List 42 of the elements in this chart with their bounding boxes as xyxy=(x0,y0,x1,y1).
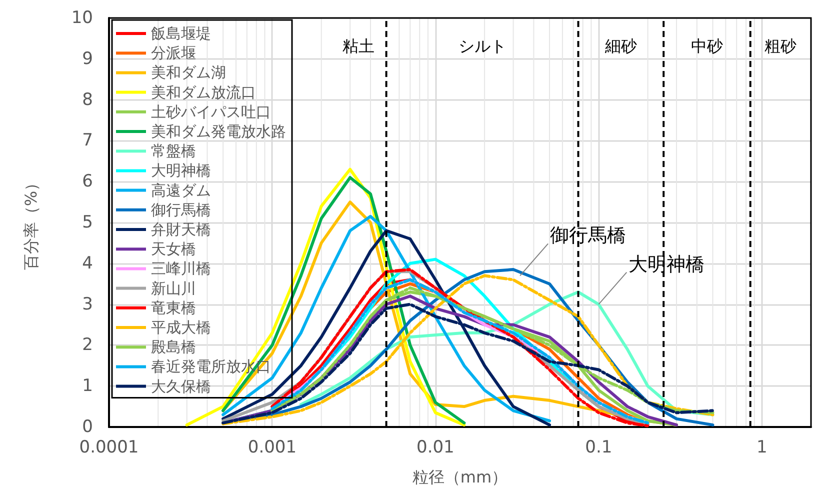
x-tick-label: 1 xyxy=(756,438,768,458)
legend-label: 美和ダム発電放水路 xyxy=(151,122,286,140)
legend-label: 美和ダム放流口 xyxy=(151,83,256,102)
y-tick-label: 3 xyxy=(82,294,93,314)
legend-label: 分派堰 xyxy=(151,44,196,62)
x-tick-label: 0.0001 xyxy=(79,438,139,458)
y-tick-label: 7 xyxy=(82,130,93,151)
legend-label: 殿島橋 xyxy=(151,338,196,356)
x-axis-title: 粒径（mm） xyxy=(412,468,508,486)
y-tick-label: 4 xyxy=(82,253,93,274)
legend-label: 竜東橋 xyxy=(151,298,196,317)
legend-label: 飯島堰堤 xyxy=(151,24,211,42)
x-tick-label: 0.1 xyxy=(585,438,612,458)
legend-label: 常盤橋 xyxy=(151,142,196,160)
y-tick-label: 8 xyxy=(82,90,93,110)
legend-label: 大明神橋 xyxy=(151,162,211,180)
y-tick-label: 9 xyxy=(82,48,93,69)
annotation: 御行馬橋 xyxy=(550,224,626,247)
y-tick-label: 5 xyxy=(82,212,93,232)
annotation: 細砂 xyxy=(604,36,637,56)
legend-label: 御行馬橋 xyxy=(151,200,211,219)
legend-label: 土砂バイパス吐口 xyxy=(151,102,271,121)
legend-label: 高遠ダム xyxy=(151,181,211,200)
y-tick-label: 1 xyxy=(82,376,93,396)
legend-label: 平成大橋 xyxy=(151,318,211,336)
y-axis-title: 百分率（%） xyxy=(22,174,40,270)
legend-label: 大久保橋 xyxy=(151,377,211,396)
annotation: 粘土 xyxy=(342,36,374,56)
x-tick-label: 0.01 xyxy=(416,438,454,458)
legend-label: 新山川 xyxy=(151,279,196,298)
y-tick-label: 6 xyxy=(82,172,93,192)
legend-label: 天女橋 xyxy=(151,240,196,258)
y-tick-label: 10 xyxy=(71,8,93,28)
y-tick-label: 0 xyxy=(82,417,93,437)
annotation: シルト xyxy=(458,36,506,56)
legend-label: 美和ダム湖 xyxy=(151,64,226,82)
legend-label: 三峰川橋 xyxy=(151,260,211,278)
legend-label: 弁財天橋 xyxy=(151,220,211,238)
y-tick-label: 2 xyxy=(82,335,93,356)
annotation: 粗砂 xyxy=(764,36,797,56)
x-tick-label: 0.001 xyxy=(248,438,297,458)
annotation: 中砂 xyxy=(690,36,723,56)
